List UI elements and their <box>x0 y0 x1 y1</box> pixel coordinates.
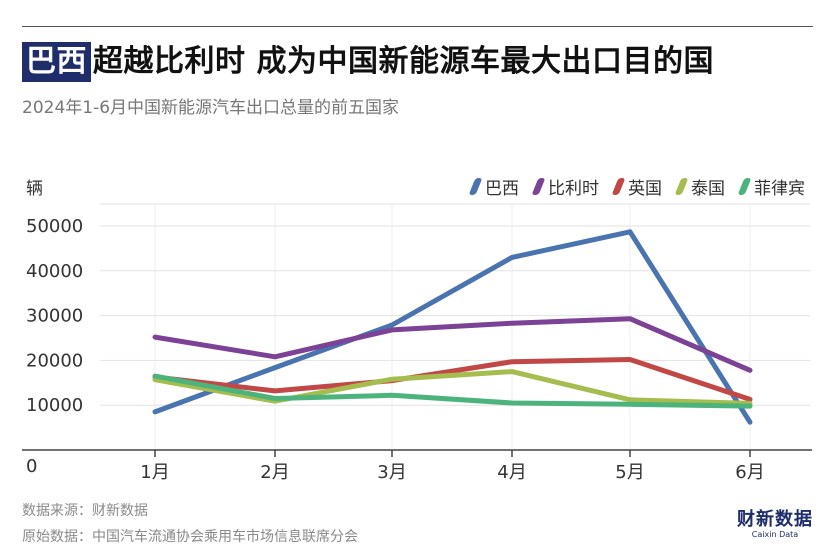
x-tick-label: 2月 <box>260 462 289 483</box>
y-tick-label: 40000 <box>26 261 83 282</box>
legend-item: 泰国 <box>674 174 725 199</box>
y-tick-label: 10000 <box>26 395 83 416</box>
x-tick-label: 5月 <box>615 462 644 483</box>
legend-item: 巴西 <box>468 174 519 199</box>
legend-label: 泰国 <box>691 179 725 199</box>
legend-item: 比利时 <box>531 174 599 199</box>
title-highlight: 巴西 <box>22 42 91 82</box>
x-tick-label: 6月 <box>735 462 764 483</box>
series-line-泰国 <box>152 369 753 406</box>
series-line-英国 <box>152 357 753 402</box>
x-tick-label: 1月 <box>140 462 169 483</box>
original-data-note: 原始数据：中国汽车流通协会乘用车市场信息联席分会 <box>22 529 358 545</box>
series-line-巴西 <box>152 229 753 425</box>
legend-label: 巴西 <box>485 179 519 199</box>
logo-en: Caixin Data <box>751 530 799 539</box>
chart-title: 巴西 超越比利时 成为中国新能源车最大出口目的国 <box>22 42 714 82</box>
legend-label: 比利时 <box>548 179 599 199</box>
title-rest: 超越比利时 成为中国新能源车最大出口目的国 <box>93 44 714 79</box>
data-source-note: 数据来源：财新数据 <box>22 503 148 519</box>
legend-item: 菲律宾 <box>737 174 805 199</box>
y-tick-label: 50000 <box>26 216 83 237</box>
legend-label: 英国 <box>628 179 662 199</box>
top-rule <box>22 26 813 27</box>
line-chart: 0 10000 20000 30000 40000 50000 1月 2月 3月 4月 5月 6月 <box>22 203 812 483</box>
series-line-比利时 <box>152 316 753 373</box>
legend-label: 菲律宾 <box>754 179 805 199</box>
chart-subtitle: 2024年1-6月中国新能源汽车出口总量的前五国家 <box>22 98 400 118</box>
y-tick-label: 0 <box>26 456 37 477</box>
y-tick-label: 20000 <box>26 350 83 371</box>
logo-cn: 财新数据 <box>737 509 813 530</box>
y-tick-label: 30000 <box>26 306 83 327</box>
x-tick-label: 4月 <box>497 462 526 483</box>
legend-item: 英国 <box>611 174 662 199</box>
x-tick-label: 3月 <box>377 462 406 483</box>
caixin-data-logo: 财新数据 Caixin Data <box>737 509 813 540</box>
y-axis-unit-label: 辆 <box>26 179 43 199</box>
series-line-菲律宾 <box>152 373 753 409</box>
legend: 巴西 比利时 英国 泰国 菲律宾 <box>468 174 805 199</box>
